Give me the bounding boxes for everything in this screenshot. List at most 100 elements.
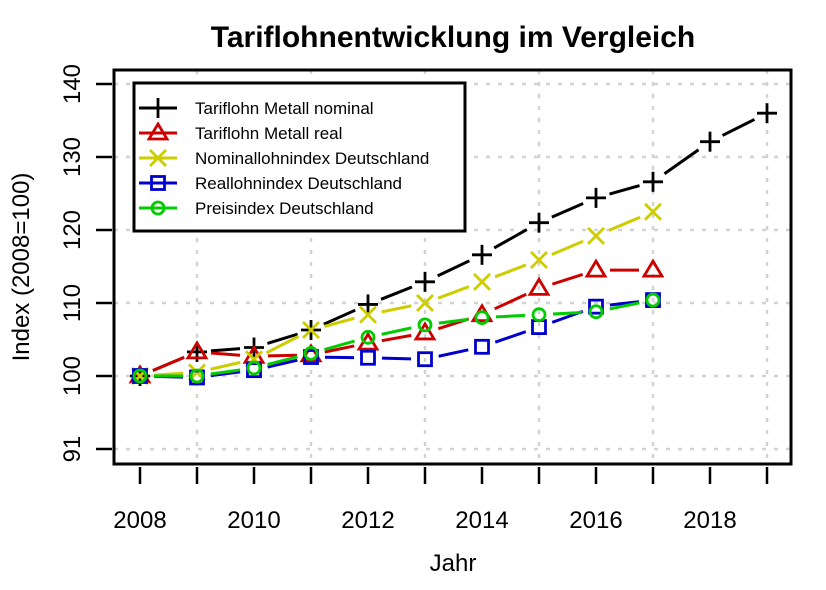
series-layer <box>128 103 777 386</box>
series-segment <box>493 228 528 250</box>
legend-box <box>132 81 467 233</box>
x-tick-label: 2016 <box>569 507 622 534</box>
data-point <box>360 329 376 345</box>
data-point <box>529 212 549 233</box>
series-segment <box>663 148 700 175</box>
y-tick-label: 110 <box>59 284 86 322</box>
legend-label: Reallohnindex Deutschland <box>195 174 402 193</box>
data-point <box>417 351 433 368</box>
series-segment <box>438 348 469 358</box>
data-point <box>417 317 433 333</box>
legend: Tariflohn Metall nominal Tariflohn Metall… <box>132 81 467 233</box>
series-segment <box>210 360 241 371</box>
data-point <box>527 276 551 296</box>
data-point <box>641 258 665 278</box>
data-point <box>645 292 661 308</box>
data-point <box>530 250 548 269</box>
legend-marker-x-icon <box>149 149 167 167</box>
x-b <box>359 305 377 324</box>
series-segment <box>494 292 527 311</box>
x-b <box>530 250 548 269</box>
x-tick-label: 2010 <box>227 507 280 534</box>
series-segment <box>551 239 584 256</box>
data-point <box>302 321 320 339</box>
series-segment <box>381 356 412 361</box>
data-point <box>416 294 434 312</box>
legend-marker-circle-icon <box>150 200 166 216</box>
y-tick-label: 130 <box>59 137 86 177</box>
data-point <box>132 368 148 384</box>
series-segment <box>609 301 640 311</box>
data-point <box>303 349 319 365</box>
x-tick-label: 2012 <box>341 507 394 534</box>
series-segment <box>437 259 470 278</box>
legend-item: Tariflohn Metall nominal <box>139 98 374 118</box>
series-segment <box>495 313 526 319</box>
series-segment <box>551 272 584 286</box>
data-point <box>473 272 491 291</box>
y-tick-label: 100 <box>59 356 86 396</box>
series-segment <box>437 285 470 300</box>
data-point <box>643 171 663 192</box>
series-segment <box>324 316 355 328</box>
x-b <box>587 226 605 245</box>
data-point <box>474 338 490 355</box>
legend-label: Tariflohn Metall real <box>195 124 342 143</box>
data-point <box>189 368 205 384</box>
x-b <box>473 272 491 291</box>
x-tick-label: 2014 <box>455 507 508 534</box>
legend-item: Nominallohnindex Deutschland <box>139 149 429 168</box>
series-segment <box>267 353 298 358</box>
series-preisindex-deutschland <box>132 292 661 384</box>
data-point <box>700 131 720 152</box>
data-point <box>757 103 777 124</box>
x-b <box>416 294 434 312</box>
x-b <box>149 149 167 167</box>
y-axis: 91 100 110 120 130 140 <box>59 64 112 462</box>
series-segment <box>381 333 412 343</box>
legend-item: Preisindex Deutschland <box>139 199 374 218</box>
series-segment <box>210 347 241 353</box>
series-segment <box>267 355 298 366</box>
plot-frame <box>112 68 793 466</box>
chart-title: Tariflohnentwicklung im Vergleich <box>211 21 696 54</box>
series-segment <box>609 184 640 196</box>
series-segment <box>266 332 299 345</box>
series-segment <box>438 317 469 325</box>
data-point <box>531 307 547 323</box>
data-point <box>588 298 604 315</box>
series-segment <box>609 300 640 307</box>
x-tick-label: 2018 <box>683 507 736 534</box>
series-segment <box>551 202 584 219</box>
legend-label: Tariflohn Metall nominal <box>195 99 374 118</box>
series-segment <box>265 335 300 355</box>
series-segment <box>210 370 241 378</box>
data-point <box>474 310 490 326</box>
series-segment <box>210 368 241 376</box>
series-segment <box>381 304 412 314</box>
data-point <box>413 321 437 341</box>
series-segment <box>721 118 756 137</box>
x-axis: 2008 2010 2012 2014 2016 2018 <box>113 467 769 534</box>
data-point <box>587 226 605 245</box>
series-segment <box>608 215 641 232</box>
series-tariflohn-metall-real <box>128 258 665 384</box>
x-tick-label: 2008 <box>113 507 166 534</box>
data-point <box>299 343 323 363</box>
legend-marker-plus-icon <box>148 98 168 118</box>
series-segment <box>210 351 241 357</box>
data-point <box>359 305 377 324</box>
data-point <box>303 345 319 361</box>
series-segment <box>494 330 527 344</box>
series-segment <box>324 339 355 352</box>
series-segment <box>381 326 412 336</box>
data-point <box>588 304 604 320</box>
legend-label: Nominallohnindex Deutschland <box>195 149 429 168</box>
series-segment <box>152 355 185 372</box>
data-point <box>415 271 435 292</box>
series-segment <box>552 310 583 316</box>
data-point <box>246 360 262 376</box>
x-b <box>644 202 662 221</box>
data-point <box>360 349 376 366</box>
